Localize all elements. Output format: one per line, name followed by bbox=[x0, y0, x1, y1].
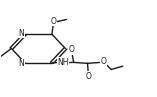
Text: NH: NH bbox=[57, 58, 68, 67]
Text: O: O bbox=[51, 16, 56, 26]
Text: O: O bbox=[69, 45, 75, 54]
Text: N: N bbox=[19, 29, 24, 38]
Text: N: N bbox=[19, 59, 24, 68]
Text: O: O bbox=[85, 72, 91, 81]
Text: O: O bbox=[100, 57, 106, 66]
